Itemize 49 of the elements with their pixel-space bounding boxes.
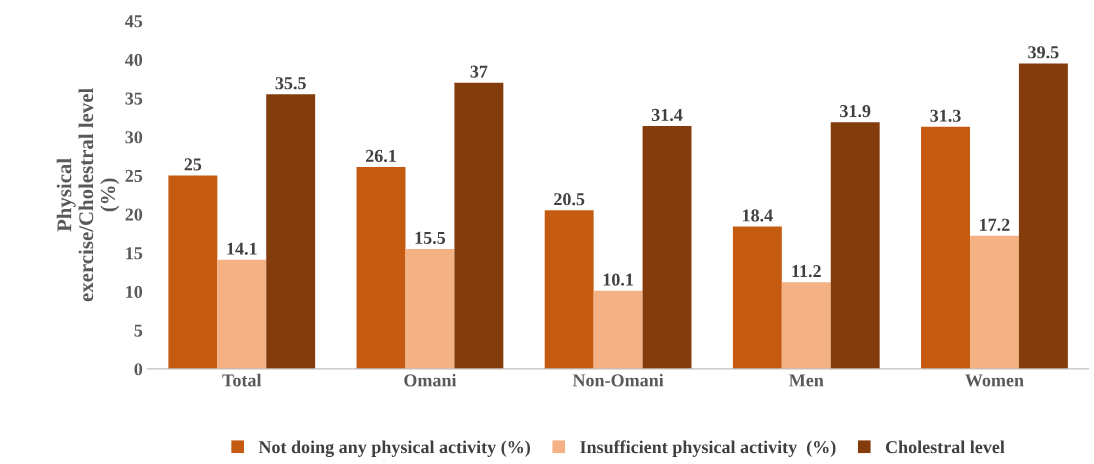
legend-label: Not doing any physical activity (%) [258, 440, 530, 458]
legend-label: Insufficient physical activity (%) [580, 440, 836, 457]
data-label: 11.2 [792, 265, 821, 278]
x-tick-label: Omani [404, 373, 457, 387]
y-tick-label: 40 [125, 53, 143, 66]
y-tick-label: 30 [125, 131, 143, 144]
bar [356, 167, 406, 369]
data-label: 31.3 [930, 109, 961, 122]
bar [217, 259, 267, 369]
y-axis-title: Physical exercise/Cholestral level (%) [56, 88, 120, 302]
bar [544, 210, 594, 369]
y-tick-label: 25 [125, 169, 143, 182]
data-label: 20.5 [554, 193, 585, 206]
x-tick-label: Women [965, 374, 1024, 387]
bar [454, 82, 504, 369]
y-tick-label: 20 [125, 208, 143, 221]
y-tick-label: 10 [126, 285, 143, 298]
data-label: 39.5 [1028, 46, 1059, 59]
y-tick-label: 45 [125, 15, 143, 28]
bar [168, 175, 218, 369]
bar [266, 94, 316, 369]
bar [969, 235, 1019, 369]
x-tick-label: Total [222, 373, 262, 387]
y-tick-label: 15 [126, 247, 143, 260]
data-label: 10.1 [603, 273, 633, 286]
data-label: 26.1 [365, 149, 396, 163]
bar [830, 122, 880, 369]
data-label: 25 [184, 158, 202, 171]
data-label: 31.9 [840, 105, 871, 118]
x-tick-label: Non-Omani [572, 373, 664, 387]
data-label: 17.2 [980, 218, 1010, 231]
data-label: 14.1 [227, 242, 257, 255]
data-label: 31.4 [651, 108, 683, 122]
data-label: 15.5 [415, 231, 446, 245]
y-tick-label: 5 [134, 324, 143, 337]
data-label: 18.4 [743, 209, 773, 222]
bar [405, 249, 455, 369]
bar [1018, 63, 1068, 369]
bar [732, 226, 782, 369]
x-tick-label: Men [789, 374, 824, 387]
bar [593, 290, 643, 369]
data-label: 35.5 [275, 77, 306, 90]
bar [642, 126, 692, 369]
legend-label: Cholestral level [885, 440, 1005, 454]
bar [781, 282, 831, 369]
data-label: 37 [470, 65, 488, 78]
bar [921, 126, 970, 369]
y-tick-label: 0 [134, 363, 143, 376]
y-tick-label: 35 [125, 92, 143, 105]
